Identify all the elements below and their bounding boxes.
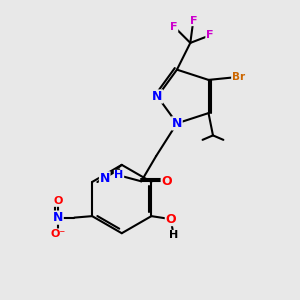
Text: O⁻: O⁻ xyxy=(50,229,66,239)
Text: N: N xyxy=(53,211,63,224)
Text: O: O xyxy=(53,196,63,206)
Text: H: H xyxy=(114,170,124,180)
Text: O: O xyxy=(161,175,172,188)
Text: Br: Br xyxy=(232,72,245,82)
Text: H: H xyxy=(169,230,178,241)
Text: F: F xyxy=(190,16,197,26)
Text: N: N xyxy=(172,117,182,130)
Text: F: F xyxy=(170,22,178,32)
Text: N: N xyxy=(100,172,110,185)
Text: O: O xyxy=(165,213,176,226)
Text: N: N xyxy=(152,90,163,103)
Text: F: F xyxy=(206,31,213,40)
